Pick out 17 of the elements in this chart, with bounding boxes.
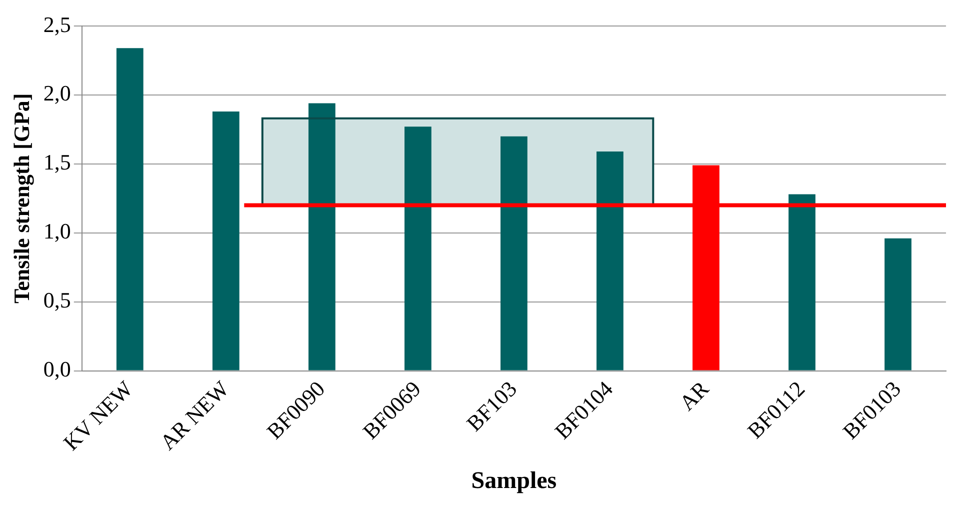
y-tick-label: 0,0 — [43, 356, 71, 382]
y-tick-label: 1,5 — [43, 150, 71, 175]
bar — [788, 194, 816, 370]
bar — [212, 112, 240, 370]
y-tick-label: 0,5 — [43, 288, 71, 313]
bar — [308, 103, 336, 370]
y-tick-label: 1,0 — [43, 218, 71, 244]
y-tick-label: 2,0 — [43, 80, 71, 106]
x-tick-label: AR — [674, 376, 714, 416]
bar — [884, 238, 912, 370]
bar — [116, 48, 144, 370]
y-tick-label: 2,5 — [43, 12, 71, 37]
bar — [596, 151, 624, 370]
y-axis-title: Tensile strength [GPa] — [8, 93, 34, 304]
x-axis-title: Samples — [471, 468, 557, 494]
bar — [404, 126, 432, 370]
bar — [500, 136, 528, 370]
